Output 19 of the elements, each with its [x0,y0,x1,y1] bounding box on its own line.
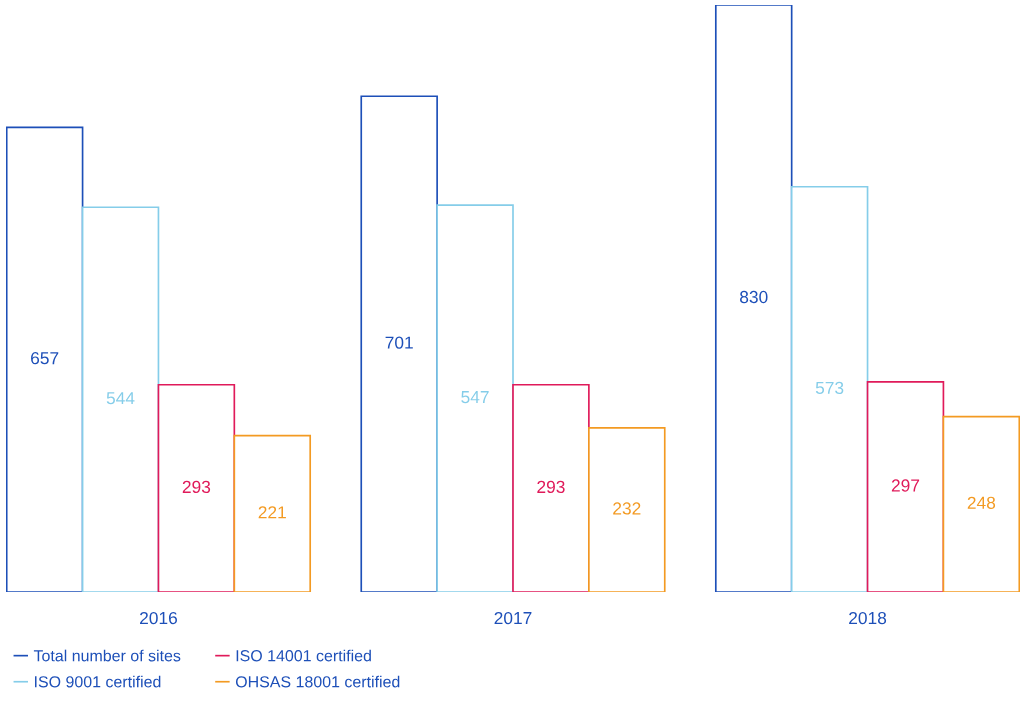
data-label: 297 [891,479,920,492]
legend-label: Total number of sites [33,649,181,662]
legend-label: OHSAS 18001 certified [235,675,400,688]
legend-label: ISO 9001 certified [35,675,161,688]
legend-label: ISO 14001 certified [236,649,371,662]
data-label: 221 [258,506,286,519]
data-label: 232 [613,502,641,515]
x-tick-label: 2017 [494,611,532,625]
data-label: 547 [461,391,489,404]
data-label: 293 [537,480,565,494]
data-label: 293 [182,480,211,494]
data-label: 573 [815,381,844,395]
data-label: 830 [740,290,768,304]
data-label: 657 [31,352,59,365]
data-label: 248 [967,496,996,509]
x-tick-label: 2016 [140,611,177,625]
x-tick-label: 2018 [849,611,887,625]
data-label: 701 [385,336,413,349]
data-label: 544 [106,392,135,405]
